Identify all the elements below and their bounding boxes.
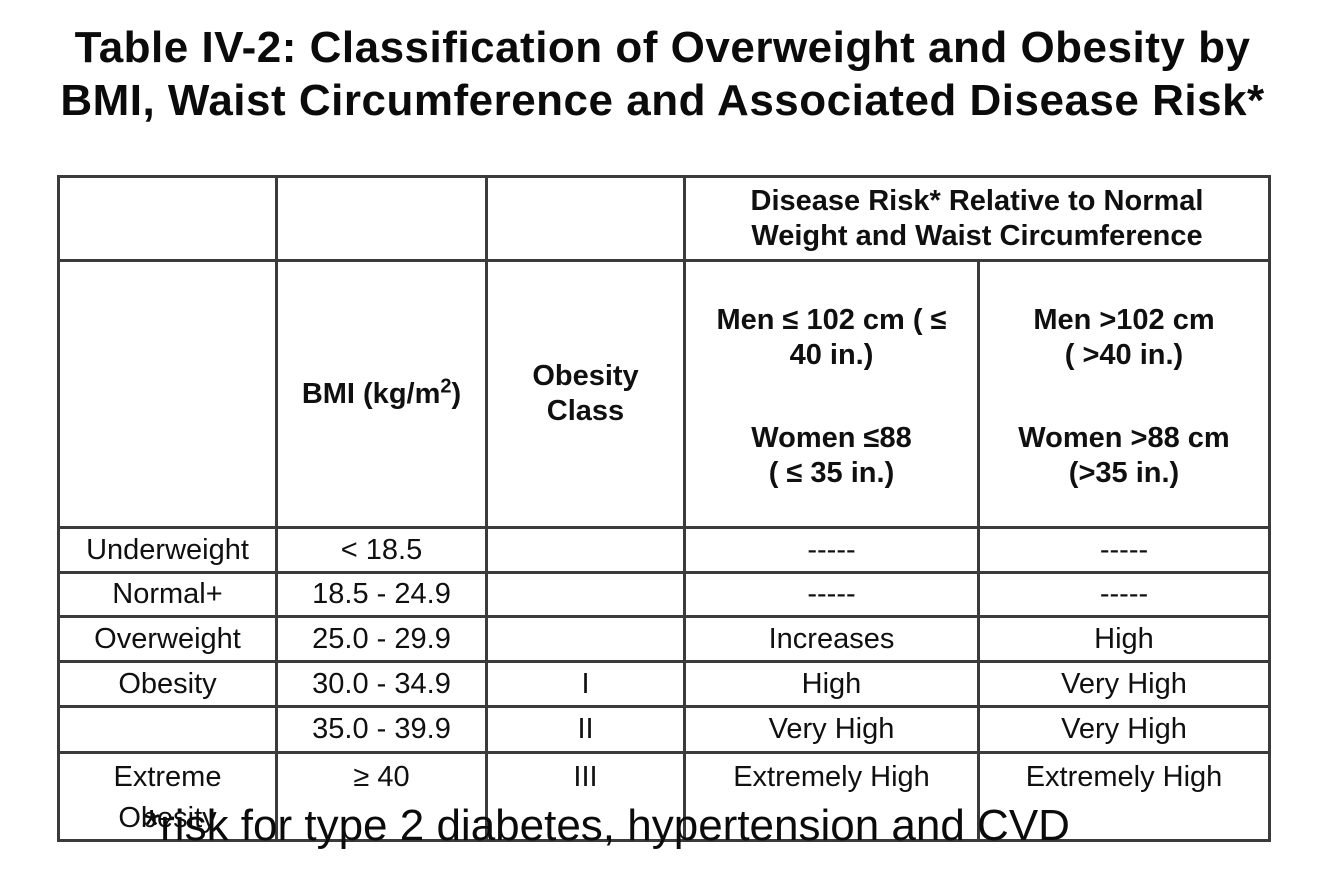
header-women-low-waist: Women ≤88 ( ≤ 35 in.) — [751, 422, 912, 489]
cell-risk-normal-waist: Very High — [683, 705, 980, 754]
header-row-top: Disease Risk* Relative to Normal Weight … — [57, 175, 1271, 262]
large-waist-wrap: Men >102 cm ( >40 in.) Women >88 cm (>35… — [982, 297, 1267, 491]
classification-table: Disease Risk* Relative to Normal Weight … — [57, 175, 1271, 842]
cell-category: Extreme Obesity — [57, 751, 278, 842]
cell-obesity-class: III — [485, 751, 686, 842]
empty-cell — [57, 259, 278, 529]
cell-obesity-class — [485, 615, 686, 663]
cell-obesity-class: II — [485, 705, 686, 754]
normal-waist-wrap: Men ≤ 102 cm ( ≤ 40 in.) Women ≤88 ( ≤ 3… — [688, 297, 976, 491]
cell-category — [57, 705, 278, 754]
cell-bmi-range: 18.5 - 24.9 — [275, 571, 488, 618]
empty-cell — [275, 175, 488, 262]
cell-risk-normal-waist: Increases — [683, 615, 980, 663]
cell-obesity-class: I — [485, 660, 686, 708]
header-large-waist: Men >102 cm ( >40 in.) Women >88 cm (>35… — [977, 259, 1271, 529]
cell-risk-large-waist: Extremely High — [977, 751, 1271, 842]
bmi-unit-suffix: ) — [451, 377, 462, 410]
header-row-columns: BMI (kg/m2) Obesity Class Men ≤ 102 cm (… — [57, 259, 1271, 529]
cell-bmi-range: 25.0 - 29.9 — [275, 615, 488, 663]
cell-risk-large-waist: ----- — [977, 526, 1271, 574]
footnote: *risk for type 2 diabetes, hypertension … — [143, 801, 1070, 850]
cell-bmi-range: 30.0 - 34.9 — [275, 660, 488, 708]
cell-bmi-range: < 18.5 — [275, 526, 488, 574]
table-row-extreme-obesity: Extreme Obesity ≥ 40 III Extremely High … — [57, 751, 1271, 842]
cell-obesity-class — [485, 571, 686, 618]
cell-risk-normal-waist: ----- — [683, 526, 980, 574]
table-row-underweight: Underweight < 18.5 ----- ----- — [57, 526, 1271, 574]
header-obesity-class: Obesity Class — [485, 259, 686, 529]
empty-cell — [57, 175, 278, 262]
table-row-normal: Normal+ 18.5 - 24.9 ----- ----- — [57, 571, 1271, 618]
header-normal-waist: Men ≤ 102 cm ( ≤ 40 in.) Women ≤88 ( ≤ 3… — [683, 259, 980, 529]
page-title: Table IV-2: Classification of Overweight… — [60, 23, 1265, 125]
cell-category: Overweight — [57, 615, 278, 663]
cell-risk-large-waist: High — [977, 615, 1271, 663]
cell-category: Obesity — [57, 660, 278, 708]
cell-bmi-range: 35.0 - 39.9 — [275, 705, 488, 754]
cell-risk-large-waist: ----- — [977, 571, 1271, 618]
cell-risk-large-waist: Very High — [977, 660, 1271, 708]
empty-cell — [485, 175, 686, 262]
table-row-overweight: Overweight 25.0 - 29.9 Increases High — [57, 615, 1271, 663]
table-row-obesity-1: Obesity 30.0 - 34.9 I High Very High — [57, 660, 1271, 708]
cell-obesity-class — [485, 526, 686, 574]
cell-category: Underweight — [57, 526, 278, 574]
header-disease-risk: Disease Risk* Relative to Normal Weight … — [683, 175, 1271, 262]
cell-risk-large-waist: Very High — [977, 705, 1271, 754]
header-women-high-waist: Women >88 cm (>35 in.) — [1018, 422, 1230, 489]
cell-risk-normal-waist: High — [683, 660, 980, 708]
header-bmi: BMI (kg/m2) — [275, 259, 488, 529]
header-men-low-waist: Men ≤ 102 cm ( ≤ 40 in.) — [716, 304, 947, 371]
bmi-superscript: 2 — [440, 374, 452, 397]
bmi-unit-prefix: BMI (kg/m — [301, 377, 441, 410]
cell-risk-normal-waist: Extremely High — [683, 751, 980, 842]
table-row-obesity-2: 35.0 - 39.9 II Very High Very High — [57, 705, 1271, 754]
cell-category: Normal+ — [57, 571, 278, 618]
cell-bmi-range: ≥ 40 — [275, 751, 488, 842]
header-men-high-waist: Men >102 cm ( >40 in.) — [1033, 304, 1215, 371]
cell-risk-normal-waist: ----- — [683, 571, 980, 618]
